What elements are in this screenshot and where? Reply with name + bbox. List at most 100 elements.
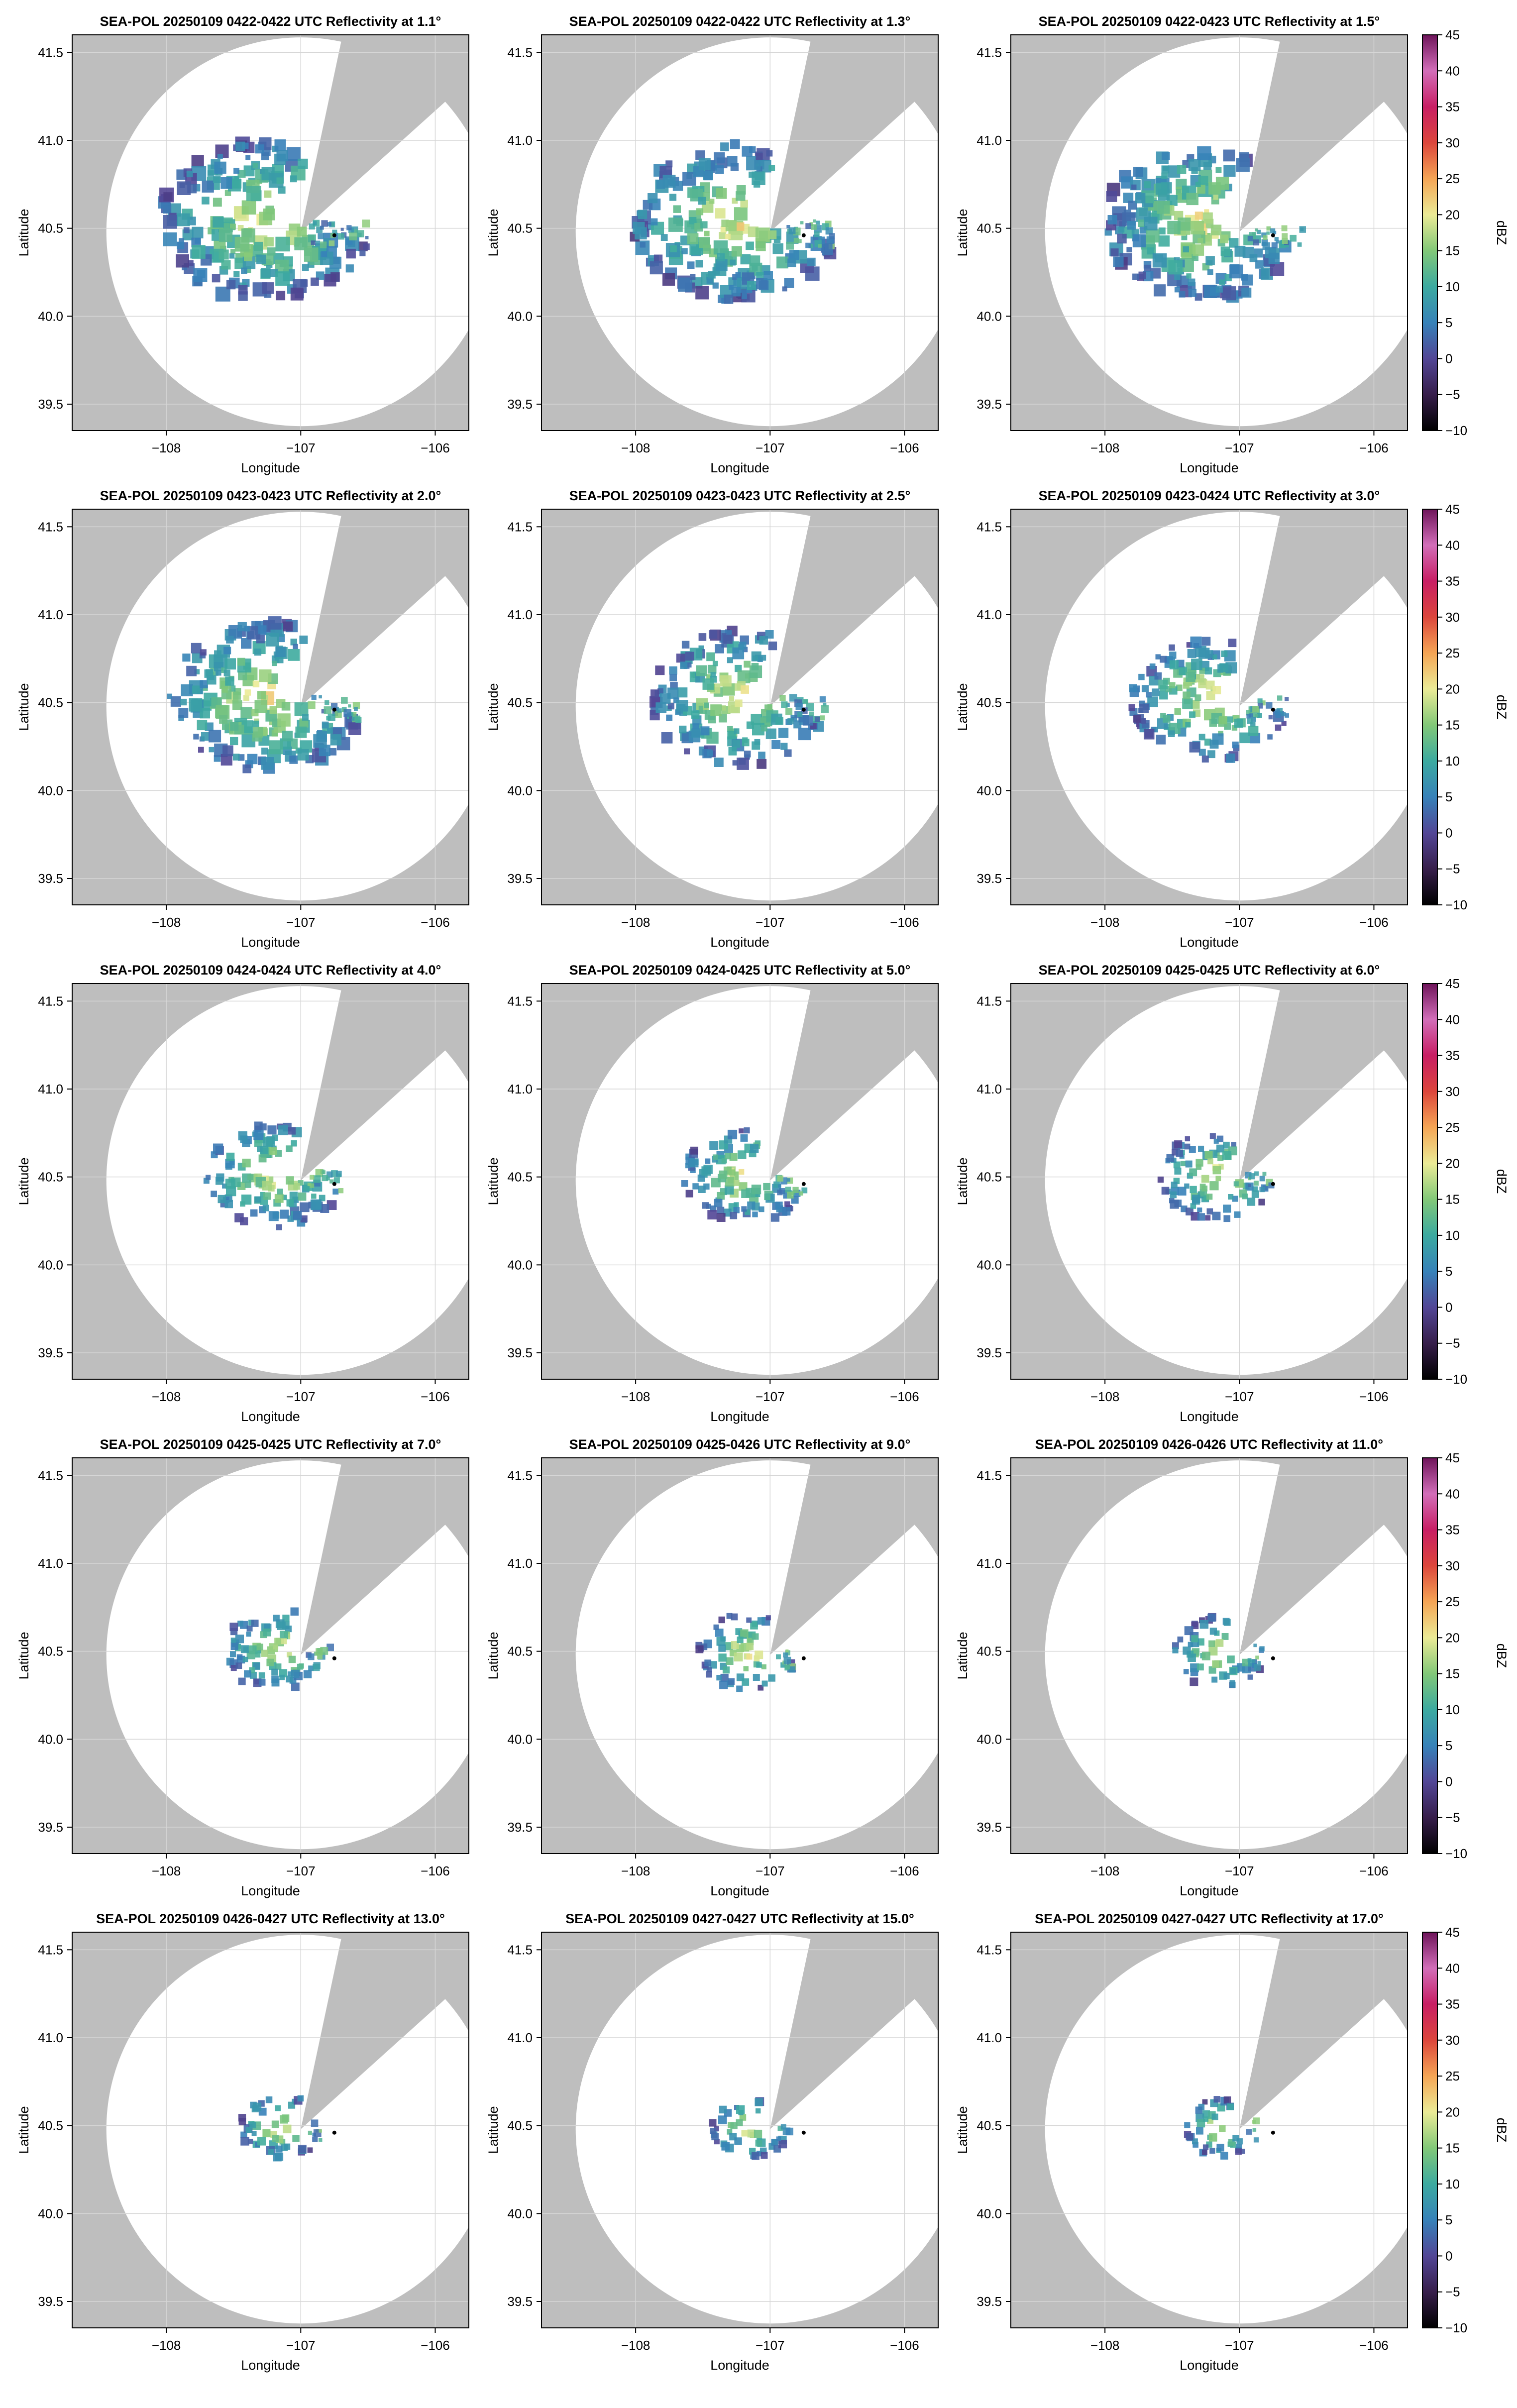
echo-cell bbox=[1290, 234, 1297, 242]
echo-cell bbox=[237, 170, 246, 178]
echo-cell bbox=[778, 728, 789, 738]
echo-cell bbox=[1194, 694, 1201, 701]
echo-cell bbox=[262, 1204, 269, 1211]
echo-cell bbox=[289, 755, 298, 764]
x-axis-label: Longitude bbox=[710, 1409, 769, 1424]
colorbar-tick-label: 20 bbox=[1445, 207, 1460, 222]
echo-cell bbox=[252, 163, 258, 169]
echo-cell bbox=[251, 1620, 259, 1627]
echo-cell bbox=[271, 1668, 278, 1676]
echo-cell bbox=[1255, 1655, 1259, 1660]
echo-cell bbox=[218, 228, 233, 242]
radar-location-marker bbox=[332, 1182, 336, 1186]
echo-cell bbox=[290, 1607, 299, 1616]
echo-cell bbox=[1277, 695, 1283, 701]
echo-cell bbox=[803, 699, 808, 704]
echo-cell bbox=[311, 277, 319, 286]
colorbar-tick-label: 25 bbox=[1445, 1120, 1460, 1135]
grid-lines bbox=[1011, 1458, 1408, 1854]
radar-panel: −108 −107 −106 41.5 41.0 40.5 40.0 39.5 Longitud… bbox=[486, 1911, 939, 2373]
echo-cell bbox=[1117, 233, 1127, 244]
echo-cell bbox=[807, 257, 816, 266]
echo-cell bbox=[709, 2119, 717, 2127]
echo-cell bbox=[1253, 1181, 1259, 1186]
echo-cell bbox=[304, 247, 319, 262]
echo-cell bbox=[212, 274, 220, 283]
panel-title: SEA-POL 20250109 0425-0425 UTC Reflectiv… bbox=[100, 1437, 441, 1452]
x-tick-label: −108 bbox=[621, 1389, 650, 1404]
y-tick-label: 40.0 bbox=[507, 1732, 533, 1747]
axes-frame bbox=[1010, 1932, 1408, 2328]
echo-cell bbox=[365, 236, 369, 239]
echo-cell bbox=[719, 1170, 728, 1179]
x-tick-label: −108 bbox=[152, 2338, 181, 2353]
panel-title: SEA-POL 20250109 0422-0422 UTC Reflectiv… bbox=[569, 14, 911, 29]
echo-cell bbox=[244, 1670, 251, 1678]
echo-cell bbox=[224, 1200, 233, 1208]
echo-cell bbox=[706, 652, 715, 661]
echo-cell bbox=[776, 2136, 781, 2141]
echo-cell bbox=[1174, 1140, 1183, 1149]
y-tick-label: 40.0 bbox=[976, 1732, 1002, 1747]
echo-cell bbox=[805, 242, 811, 248]
echo-cell bbox=[1210, 224, 1222, 235]
echo-cell bbox=[745, 1209, 751, 1215]
panel-title: SEA-POL 20250109 0425-0426 UTC Reflectiv… bbox=[569, 1437, 911, 1452]
echo-cell bbox=[723, 1208, 732, 1217]
echo-cell bbox=[1259, 1176, 1265, 1182]
reflectivity-echoes bbox=[630, 139, 837, 304]
echo-cell bbox=[354, 707, 358, 711]
echo-cell bbox=[771, 740, 781, 749]
echo-cell bbox=[317, 1653, 323, 1659]
echo-cell bbox=[678, 277, 692, 292]
echo-cell bbox=[736, 1685, 743, 1692]
y-tick-label: 39.5 bbox=[38, 2294, 63, 2309]
echo-cell bbox=[727, 1129, 738, 1140]
echo-cell bbox=[275, 2153, 284, 2161]
grid-lines bbox=[542, 984, 938, 1379]
echo-cell bbox=[1168, 260, 1183, 275]
echo-cell bbox=[1281, 712, 1286, 717]
echo-cell bbox=[818, 244, 822, 248]
axes-frame bbox=[1010, 509, 1408, 905]
echo-cell bbox=[764, 1194, 770, 1201]
echo-cell bbox=[1263, 235, 1268, 240]
echo-cell bbox=[1196, 1663, 1204, 1671]
echo-cell bbox=[278, 186, 286, 194]
colorbar-tick-label: 45 bbox=[1445, 1450, 1460, 1465]
echo-cell bbox=[343, 709, 351, 717]
colorbar-tick-label: −5 bbox=[1445, 387, 1460, 402]
echo-cell bbox=[283, 621, 293, 632]
echo-cell bbox=[1202, 2144, 1209, 2150]
echo-cell bbox=[299, 718, 309, 728]
echo-cell bbox=[281, 1195, 287, 1201]
echo-cell bbox=[232, 691, 241, 700]
echo-cell bbox=[1156, 735, 1166, 745]
echo-cell bbox=[206, 1175, 211, 1180]
x-tick-label: −106 bbox=[1359, 915, 1389, 930]
echo-cell bbox=[1219, 663, 1229, 672]
echo-cell bbox=[721, 1158, 727, 1164]
echo-cell bbox=[1222, 286, 1236, 301]
echo-cell bbox=[716, 1675, 722, 1681]
x-tick-label: −106 bbox=[1359, 2338, 1389, 2353]
colorbar-tick-label: 10 bbox=[1445, 1228, 1460, 1243]
echo-cell bbox=[1275, 712, 1281, 718]
echo-cell bbox=[1157, 201, 1170, 214]
y-tick-label: 41.5 bbox=[976, 993, 1002, 1008]
colorbar-tick-label: 0 bbox=[1445, 351, 1452, 366]
axes-frame bbox=[1010, 34, 1408, 431]
echo-cell bbox=[264, 237, 274, 247]
echo-cell bbox=[725, 1642, 733, 1650]
x-tick-label: −106 bbox=[421, 440, 450, 455]
axes-frame bbox=[541, 1932, 939, 2328]
echo-cell bbox=[758, 1684, 764, 1691]
echo-cell bbox=[708, 271, 716, 279]
echo-cell bbox=[1235, 2148, 1242, 2155]
x-tick-label: −106 bbox=[1359, 440, 1389, 455]
echo-cell bbox=[1194, 212, 1203, 220]
y-tick-label: 40.5 bbox=[38, 2118, 63, 2133]
echo-cell bbox=[1189, 711, 1195, 718]
echo-cell bbox=[1220, 246, 1230, 256]
x-tick-label: −108 bbox=[1090, 440, 1120, 455]
